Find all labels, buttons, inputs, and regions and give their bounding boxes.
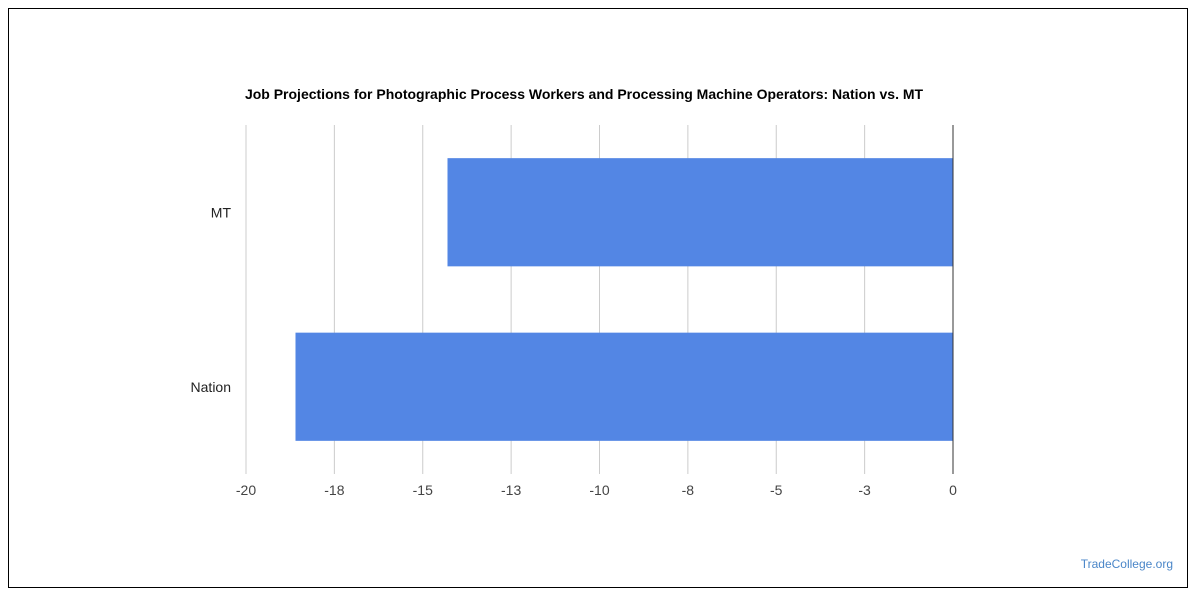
x-tick-label: -8 [682, 482, 695, 498]
bars [295, 158, 953, 441]
x-tick-label: 0 [949, 482, 957, 498]
watermark: TradeCollege.org [1080, 557, 1173, 571]
category-label: MT [211, 204, 232, 220]
bar-chart: Job Projections for Photographic Process… [191, 86, 958, 498]
category-label: Nation [191, 379, 231, 395]
bar-nation [295, 332, 953, 441]
labels: -20 -18 -15 -13 -10 -8 -5 -3 0 MT Nation [191, 204, 958, 498]
x-tick-label: -15 [413, 482, 433, 498]
chart-title: Job Projections for Photographic Process… [245, 86, 924, 102]
bar-mt [447, 158, 953, 267]
chart-frame: Job Projections for Photographic Process… [8, 8, 1188, 588]
x-tick-label: -20 [236, 482, 256, 498]
x-tick-label: -10 [589, 482, 609, 498]
x-tick-label: -5 [770, 482, 783, 498]
x-tick-label: -18 [324, 482, 344, 498]
x-tick-label: -3 [858, 482, 871, 498]
x-tick-label: -13 [501, 482, 521, 498]
